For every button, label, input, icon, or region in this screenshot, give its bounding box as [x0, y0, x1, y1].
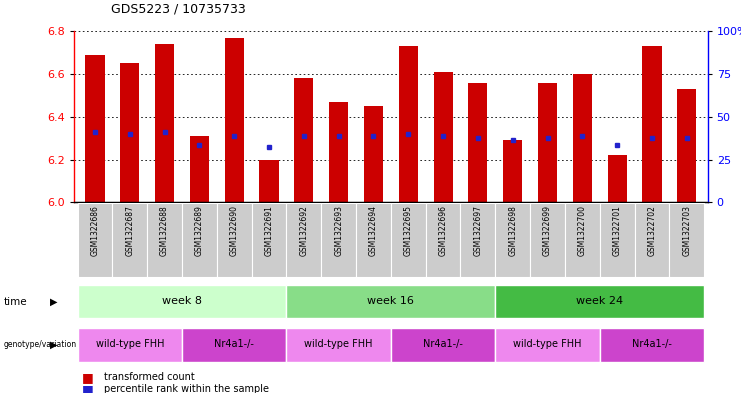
- Bar: [460, 203, 495, 277]
- Text: Nr4a1-/-: Nr4a1-/-: [632, 339, 672, 349]
- Bar: [608, 155, 627, 202]
- Text: Nr4a1-/-: Nr4a1-/-: [423, 339, 463, 349]
- Text: Nr4a1-/-: Nr4a1-/-: [214, 339, 254, 349]
- Bar: [425, 203, 460, 277]
- Text: GSM1322693: GSM1322693: [334, 206, 343, 256]
- Text: percentile rank within the sample: percentile rank within the sample: [104, 384, 269, 393]
- Text: GSM1322691: GSM1322691: [265, 206, 273, 256]
- Bar: [225, 38, 244, 202]
- Bar: [329, 102, 348, 202]
- Text: GSM1322694: GSM1322694: [369, 206, 378, 256]
- Bar: [78, 203, 113, 277]
- Bar: [495, 285, 704, 318]
- Bar: [599, 328, 704, 362]
- Text: ■: ■: [82, 371, 93, 384]
- Bar: [252, 203, 287, 277]
- Bar: [78, 285, 287, 318]
- Bar: [85, 55, 104, 202]
- Text: wild-type FHH: wild-type FHH: [305, 339, 373, 349]
- Bar: [364, 106, 383, 202]
- Bar: [287, 285, 495, 318]
- Text: GSM1322696: GSM1322696: [439, 206, 448, 256]
- Bar: [573, 74, 592, 202]
- Text: GSM1322698: GSM1322698: [508, 206, 517, 256]
- Bar: [190, 136, 209, 202]
- Text: ▶: ▶: [50, 340, 58, 350]
- Text: ▶: ▶: [50, 297, 58, 307]
- Text: GSM1322686: GSM1322686: [90, 206, 99, 256]
- Bar: [503, 140, 522, 202]
- Bar: [259, 160, 279, 202]
- Text: GSM1322692: GSM1322692: [299, 206, 308, 256]
- Bar: [78, 328, 182, 362]
- Bar: [391, 203, 425, 277]
- Text: GSM1322687: GSM1322687: [125, 206, 134, 256]
- Bar: [294, 79, 313, 202]
- Text: week 8: week 8: [162, 296, 202, 306]
- Text: GSM1322701: GSM1322701: [613, 206, 622, 256]
- Bar: [634, 203, 669, 277]
- Text: GSM1322689: GSM1322689: [195, 206, 204, 256]
- Text: GSM1322703: GSM1322703: [682, 206, 691, 256]
- Bar: [322, 203, 356, 277]
- Text: GSM1322700: GSM1322700: [578, 206, 587, 256]
- Text: GSM1322690: GSM1322690: [230, 206, 239, 256]
- Text: ■: ■: [82, 382, 93, 393]
- Text: GSM1322695: GSM1322695: [404, 206, 413, 256]
- Text: GSM1322688: GSM1322688: [160, 206, 169, 256]
- Bar: [182, 203, 217, 277]
- Bar: [147, 203, 182, 277]
- Text: GSM1322697: GSM1322697: [473, 206, 482, 256]
- Bar: [120, 64, 139, 202]
- Bar: [399, 46, 418, 202]
- Text: wild-type FHH: wild-type FHH: [514, 339, 582, 349]
- Text: wild-type FHH: wild-type FHH: [96, 339, 164, 349]
- Text: GSM1322702: GSM1322702: [648, 206, 657, 256]
- Bar: [495, 203, 530, 277]
- Bar: [391, 328, 495, 362]
- Bar: [669, 203, 704, 277]
- Bar: [599, 203, 634, 277]
- Bar: [113, 203, 147, 277]
- Bar: [677, 89, 697, 202]
- Bar: [217, 203, 252, 277]
- Bar: [538, 83, 557, 202]
- Bar: [495, 328, 599, 362]
- Bar: [642, 46, 662, 202]
- Text: GDS5223 / 10735733: GDS5223 / 10735733: [111, 3, 246, 16]
- Bar: [565, 203, 599, 277]
- Bar: [356, 203, 391, 277]
- Text: GSM1322699: GSM1322699: [543, 206, 552, 256]
- Bar: [433, 72, 453, 202]
- Text: genotype/variation: genotype/variation: [4, 340, 77, 349]
- Text: transformed count: transformed count: [104, 372, 194, 382]
- Bar: [530, 203, 565, 277]
- Bar: [155, 44, 174, 202]
- Bar: [287, 328, 391, 362]
- Text: time: time: [4, 297, 27, 307]
- Bar: [468, 83, 488, 202]
- Bar: [182, 328, 287, 362]
- Bar: [287, 203, 322, 277]
- Text: week 16: week 16: [368, 296, 414, 306]
- Text: week 24: week 24: [576, 296, 623, 306]
